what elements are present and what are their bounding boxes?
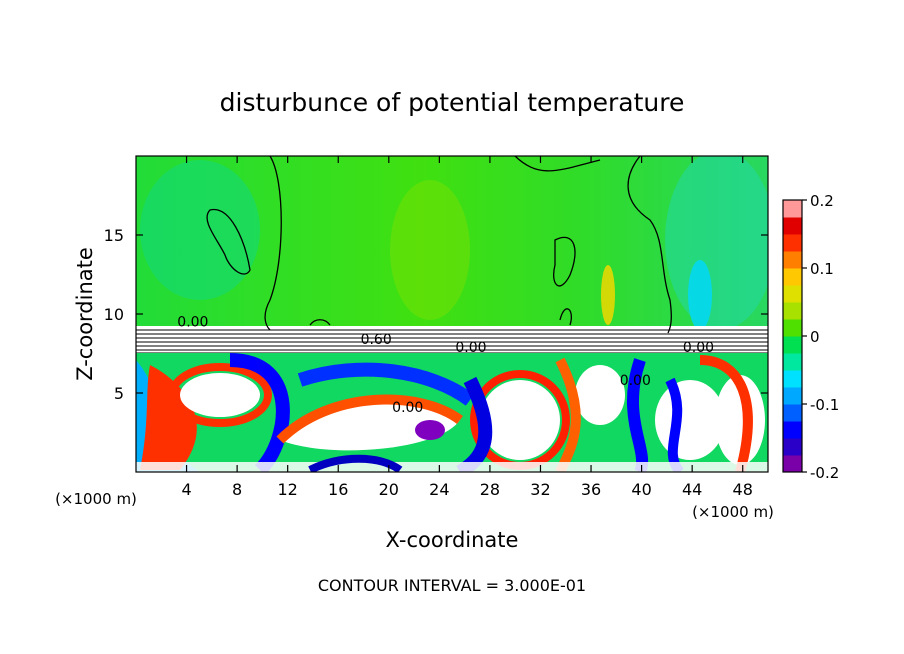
contour-label: 0.00 — [455, 340, 486, 356]
colorbar-segment — [783, 404, 802, 422]
colorbar-segment — [783, 455, 802, 473]
colorbar-tick-label: 0 — [810, 328, 820, 346]
x-axis-ticks: 4 8 12 16 20 24 28 32 36 40 44 48 — [181, 156, 753, 499]
colorbar-segment — [783, 251, 802, 269]
x-tick-label: 28 — [480, 480, 500, 499]
y-tick-label: 15 — [104, 226, 124, 245]
upper-region-a — [140, 160, 260, 300]
colorbar-segment — [783, 336, 802, 354]
y-axis-ticks: 5 10 15 — [104, 226, 768, 403]
upper-region-b — [665, 156, 768, 330]
contour-interval-text: CONTOUR INTERVAL = 3.000E-01 — [318, 576, 586, 595]
x-tick-label: 32 — [530, 480, 550, 499]
colorbar-segment — [783, 438, 802, 456]
contour-label: 0.00 — [177, 315, 208, 331]
y-tick-label: 10 — [104, 305, 124, 324]
colorbar-ticks: 0.2 0.1 0 -0.1 -0.2 — [802, 192, 839, 482]
colorbar-tick-label: -0.2 — [810, 464, 839, 482]
colorbar — [782, 199, 803, 473]
upper-region-lime — [390, 180, 470, 320]
colorbar-segment — [783, 370, 802, 388]
colorbar-tick-label: 0.1 — [810, 260, 834, 278]
x-tick-label: 4 — [181, 480, 191, 499]
contour-label: 0.00 — [392, 400, 423, 416]
transition-band — [136, 326, 768, 354]
contour-label: 0.60 — [361, 332, 392, 348]
colorbar-segment — [783, 353, 802, 371]
colorbar-segment — [783, 302, 802, 320]
x-tick-label: 48 — [733, 480, 753, 499]
heatmap-field — [136, 156, 768, 472]
upper-region-yellow — [601, 265, 615, 325]
contour-label: 0.00 — [620, 373, 651, 389]
x-unit-left: (×1000 m) — [55, 490, 137, 508]
colorbar-segment — [783, 387, 802, 405]
colorbar-segment — [783, 319, 802, 337]
x-tick-label: 24 — [429, 480, 449, 499]
x-tick-label: 20 — [379, 480, 399, 499]
upper-contours — [206, 155, 672, 334]
x-tick-label: 36 — [581, 480, 601, 499]
contour-label: 0.00 — [683, 340, 714, 356]
x-unit-right: (×1000 m) — [692, 503, 774, 521]
colorbar-segment — [783, 285, 802, 303]
y-axis-label: Z-coordinate — [73, 247, 97, 381]
colorbar-segment — [783, 234, 802, 252]
upper-region-cyan — [688, 260, 712, 330]
lower-field — [136, 353, 768, 472]
x-tick-label: 44 — [682, 480, 702, 499]
colorbar-tick-label: 0.2 — [810, 192, 834, 210]
x-axis-label: X-coordinate — [386, 528, 519, 552]
x-tick-label: 40 — [631, 480, 651, 499]
colorbar-segment — [783, 268, 802, 286]
x-tick-label: 12 — [278, 480, 298, 499]
x-tick-label: 16 — [328, 480, 348, 499]
contour-labels: 0.00 0.60 0.00 0.00 0.00 0.00 — [177, 315, 714, 416]
chart-title: disturbunce of potential temperature — [220, 88, 685, 117]
y-tick-label: 5 — [114, 384, 124, 403]
colorbar-tick-label: -0.1 — [810, 396, 839, 414]
colorbar-segment — [783, 200, 802, 218]
colorbar-segment — [783, 217, 802, 235]
colorbar-segment — [783, 421, 802, 439]
x-tick-label: 8 — [232, 480, 242, 499]
